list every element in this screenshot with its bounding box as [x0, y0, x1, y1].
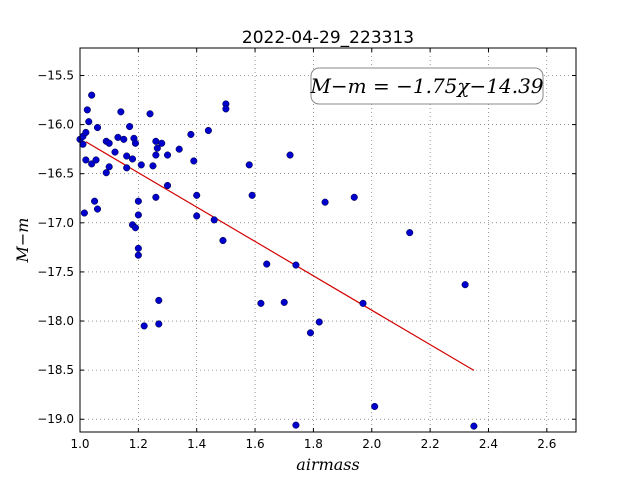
x-tick-label: 1.4: [187, 437, 206, 451]
data-point: [88, 91, 96, 99]
data-point: [193, 212, 201, 220]
data-point: [155, 320, 163, 328]
data-point: [105, 139, 113, 147]
y-tick-label: −15.5: [37, 68, 74, 82]
data-point: [93, 205, 102, 213]
annotation-box: [310, 67, 544, 105]
data-point: [92, 156, 100, 164]
x-axis-ticks: 1.0 1.2 1.4 1.6 1.8 2.0 2.2 2.4 2.6: [70, 48, 556, 451]
x-axis-label: airmass: [296, 455, 359, 474]
x-tick-label: 2.6: [537, 437, 556, 451]
data-point: [80, 209, 88, 217]
data-point: [126, 123, 134, 131]
data-point: [117, 108, 125, 116]
y-tick-label: −19.0: [37, 412, 74, 426]
y-axis-ticks: −15.5 −16.0 −16.5 −17.0 −17.5 −18.0 −18.5 −19.0: [37, 68, 576, 426]
fit-line-layer: [85, 141, 475, 371]
grid-lines: [79, 48, 576, 432]
data-point: [163, 181, 172, 190]
data-point: [286, 151, 294, 159]
data-point: [102, 169, 110, 177]
data-point: [137, 161, 145, 169]
y-tick-label: −16.5: [37, 167, 74, 181]
data-point: [134, 251, 142, 259]
data-point: [406, 229, 414, 237]
data-point: [321, 198, 329, 206]
x-tick-label: 1.0: [70, 437, 89, 451]
data-point: [153, 144, 161, 152]
data-point: [128, 155, 137, 163]
data-point: [83, 106, 91, 114]
data-point: [263, 260, 271, 268]
data-point: [134, 244, 142, 252]
data-point: [359, 299, 367, 307]
data-point: [190, 157, 198, 165]
data-point: [204, 126, 212, 135]
x-tick-label: 2.2: [421, 437, 440, 451]
data-point: [149, 162, 157, 170]
data-point: [470, 422, 478, 430]
data-point: [146, 110, 154, 118]
x-tick-label: 2.4: [479, 437, 498, 451]
chart-title: 2022-04-29_223313: [242, 28, 414, 48]
data-point: [85, 118, 93, 126]
data-point: [219, 236, 227, 245]
data-point: [163, 151, 172, 159]
data-point: [140, 322, 148, 330]
data-point: [210, 216, 218, 224]
data-point: [88, 160, 96, 168]
data-point: [79, 140, 87, 148]
y-tick-label: −18.0: [37, 314, 74, 328]
data-point: [152, 193, 160, 201]
data-point: [306, 329, 315, 337]
x-tick-label: 1.6: [246, 437, 265, 451]
y-tick-label: −17.5: [37, 265, 74, 279]
y-tick-label: −16.0: [37, 118, 74, 132]
data-point: [120, 135, 128, 143]
data-point: [123, 164, 131, 172]
data-point: [248, 191, 256, 199]
data-point: [152, 151, 160, 159]
data-point: [245, 161, 253, 169]
x-tick-label: 2.0: [362, 437, 381, 451]
data-point: [91, 197, 99, 205]
data-point: [280, 298, 288, 306]
y-axis-label: M−m: [13, 218, 32, 264]
data-point: [131, 139, 139, 147]
data-point: [350, 193, 358, 201]
data-point: [131, 224, 139, 232]
y-tick-label: −17.0: [37, 216, 74, 230]
data-point: [257, 299, 265, 307]
x-tick-label: 1.2: [129, 437, 148, 451]
data-point: [193, 191, 201, 199]
data-point: [93, 123, 102, 132]
data-point: [292, 421, 300, 429]
data-point: [105, 163, 113, 171]
data-point: [461, 281, 469, 289]
data-point: [134, 211, 142, 219]
plot-frame: [79, 47, 577, 433]
x-tick-label: 1.8: [304, 437, 323, 451]
data-point: [315, 318, 323, 326]
data-point: [222, 105, 230, 113]
data-point: [371, 402, 379, 411]
data-point: [82, 156, 90, 164]
annotation-text: M−m = −1.75χ−14.39: [309, 74, 543, 98]
data-point: [82, 128, 90, 137]
data-point: [134, 197, 142, 205]
data-point: [187, 130, 195, 138]
data-points: [76, 91, 478, 430]
data-point: [158, 139, 166, 147]
data-point: [292, 261, 300, 269]
fit-annotation: M−m = −1.75χ−14.39: [309, 67, 544, 105]
data-point: [123, 152, 131, 160]
data-point: [155, 296, 163, 304]
y-tick-label: −18.5: [37, 363, 74, 377]
data-point: [175, 145, 183, 153]
fit-line: [85, 141, 475, 371]
data-point: [111, 148, 119, 156]
